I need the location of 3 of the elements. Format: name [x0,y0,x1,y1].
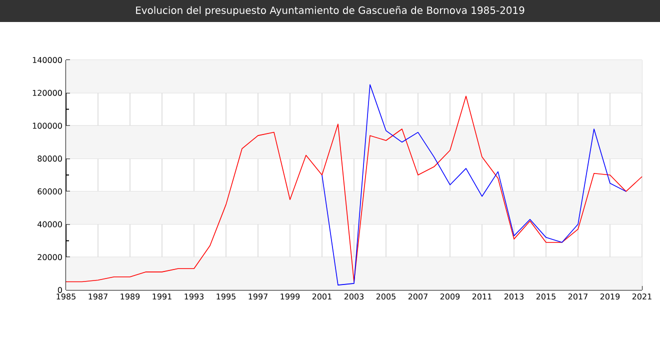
line-series [322,84,626,286]
line-series [66,96,642,282]
chart-title: Evolucion del presupuesto Ayuntamiento de Gascueña de Bornova 1985-2019 [136,6,524,16]
